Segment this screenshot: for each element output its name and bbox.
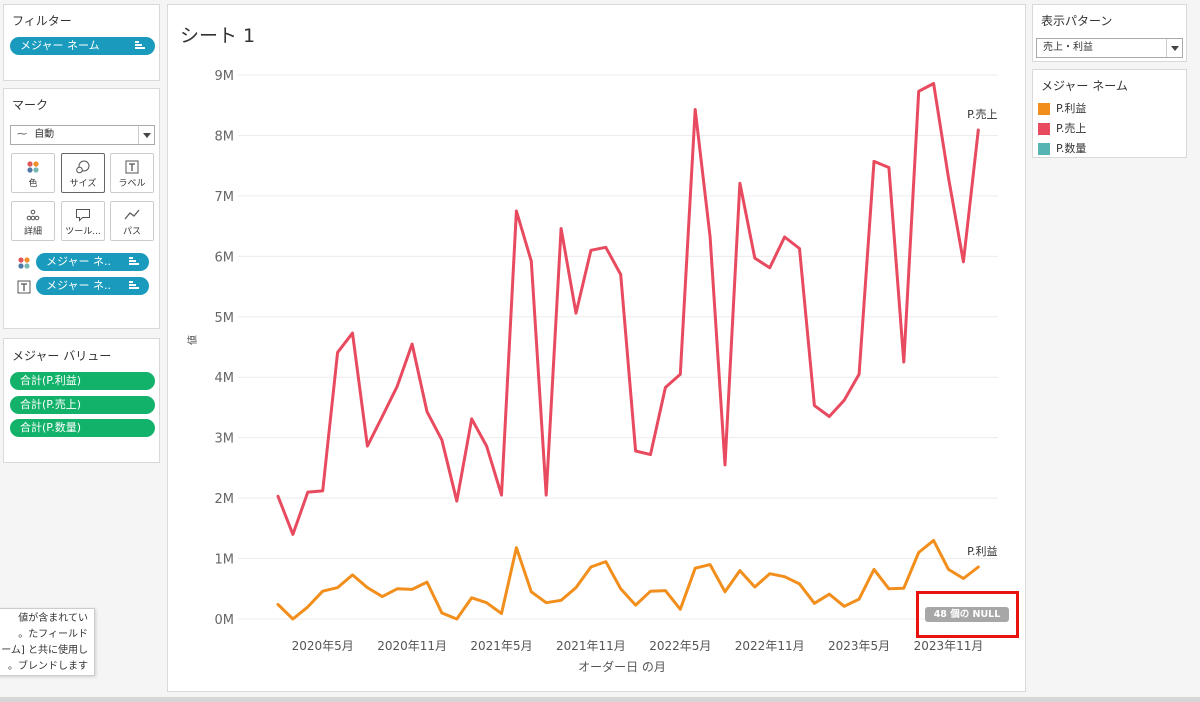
- y-tick-label: 9M: [215, 69, 235, 84]
- y-tick-label: 2M: [215, 492, 235, 507]
- series-end-label: P.利益: [967, 544, 997, 558]
- filters-shelf: フィルター メジャー ネーム: [3, 4, 160, 81]
- show-me-title: 表示パターン: [1041, 14, 1113, 28]
- show-me-dropdown[interactable]: 売上・利益: [1036, 38, 1183, 58]
- y-tick-label: 3M: [215, 432, 235, 447]
- line-chart[interactable]: 0M 1M 2M 3M 4M 5M 6M 7M 8M 9M 値 2020年5月 2020年11月 2021…: [168, 5, 1027, 693]
- y-tick-label: 8M: [215, 129, 235, 144]
- y-tick-label: 7M: [215, 190, 235, 205]
- x-tick-label: 2021年5月: [470, 639, 532, 653]
- color-dots-icon: [12, 154, 54, 176]
- measure-pill-profit[interactable]: 合計(P.利益): [10, 372, 155, 390]
- sort-icon: [129, 257, 139, 267]
- legend-item-quantity[interactable]: P.数量: [1038, 141, 1086, 157]
- x-tick-label: 2020年11月: [377, 639, 447, 653]
- filters-title: フィルター: [12, 14, 72, 28]
- null-indicator-badge[interactable]: 48 個の NULL: [925, 607, 1009, 622]
- marks-card: マーク ⁓ 自動 色 サイズ ラベル 詳細 ツール...: [3, 88, 160, 329]
- x-tick-label: 2023年11月: [914, 639, 984, 653]
- detail-button[interactable]: 詳細: [11, 201, 55, 241]
- measure-pill-quantity[interactable]: 合計(P.数量): [10, 419, 155, 437]
- sort-icon: [129, 281, 139, 291]
- chevron-down-icon: [1166, 39, 1182, 57]
- size-button[interactable]: サイズ: [61, 153, 105, 193]
- y-tick-label: 1M: [215, 553, 235, 568]
- x-tick-label: 2022年11月: [735, 639, 805, 653]
- sort-icon: [135, 41, 145, 51]
- legend-swatch: [1038, 103, 1050, 115]
- measure-values-title: メジャー バリュー: [12, 349, 112, 363]
- measure-values-shelf: メジャー バリュー 合計(P.利益) 合計(P.売上) 合計(P.数量): [3, 338, 160, 463]
- x-tick-label: 2021年11月: [556, 639, 626, 653]
- x-axis-label: オーダー日 の月: [578, 659, 666, 674]
- label-t-icon: [111, 154, 153, 176]
- path-line-icon: [111, 202, 153, 224]
- label-pill-measure-names[interactable]: メジャー ネ..: [36, 277, 149, 295]
- size-circles-icon: [62, 154, 104, 176]
- color-legend: メジャー ネーム P.利益 P.売上 P.数量: [1032, 69, 1187, 158]
- legend-swatch: [1038, 143, 1050, 155]
- highlight-box: [916, 591, 1019, 638]
- sheet-title: シート 1: [180, 25, 256, 47]
- color-pill-measure-names[interactable]: メジャー ネ..: [36, 253, 149, 271]
- filter-pill-label: メジャー ネーム: [20, 39, 100, 52]
- chevron-down-icon: [138, 126, 154, 144]
- x-tick-label: 2020年5月: [292, 639, 354, 653]
- x-tick-label: 2022年5月: [649, 639, 711, 653]
- legend-swatch: [1038, 123, 1050, 135]
- label-button[interactable]: ラベル: [110, 153, 154, 193]
- sheet-tabs-bar: [0, 697, 1200, 702]
- field-tooltip: 値が含まれてい たフィールド。 ーム] と共に使用し ブレンドします。: [0, 608, 95, 676]
- sheet-view: シート 1 0M 1M 2M 3M 4M 5M 6M 7M 8M 9M 値 2020年5月 2020年1…: [167, 4, 1026, 692]
- marks-title: マーク: [12, 98, 49, 112]
- path-button[interactable]: パス: [110, 201, 154, 241]
- mark-type-value: 自動: [34, 129, 55, 140]
- y-axis-label: 値: [186, 335, 199, 345]
- label-shelf-icon: [17, 279, 31, 298]
- y-tick-label: 4M: [215, 371, 235, 386]
- color-button[interactable]: 色: [11, 153, 55, 193]
- tooltip-bubble-icon: [62, 202, 104, 224]
- legend-item-sales[interactable]: P.売上: [1038, 121, 1086, 137]
- show-me-panel: 表示パターン 売上・利益: [1032, 4, 1187, 62]
- x-tick-label: 2023年5月: [828, 639, 890, 653]
- line-mark-icon: ⁓: [17, 129, 27, 140]
- legend-item-profit[interactable]: P.利益: [1038, 101, 1086, 117]
- y-tick-label: 6M: [215, 250, 235, 265]
- color-shelf-icon: [17, 255, 31, 274]
- tooltip-button[interactable]: ツール...: [61, 201, 105, 241]
- detail-dots-icon: [12, 202, 54, 224]
- mark-type-dropdown[interactable]: ⁓ 自動: [10, 125, 155, 145]
- series-end-label: P.売上: [967, 108, 997, 121]
- series-line: [276, 82, 980, 536]
- legend-title: メジャー ネーム: [1041, 79, 1128, 93]
- measure-pill-sales[interactable]: 合計(P.売上): [10, 396, 155, 414]
- y-tick-label: 5M: [215, 311, 235, 326]
- filter-pill-measure-names[interactable]: メジャー ネーム: [10, 37, 155, 55]
- series-line: [276, 538, 980, 621]
- y-tick-label: 0M: [215, 613, 235, 628]
